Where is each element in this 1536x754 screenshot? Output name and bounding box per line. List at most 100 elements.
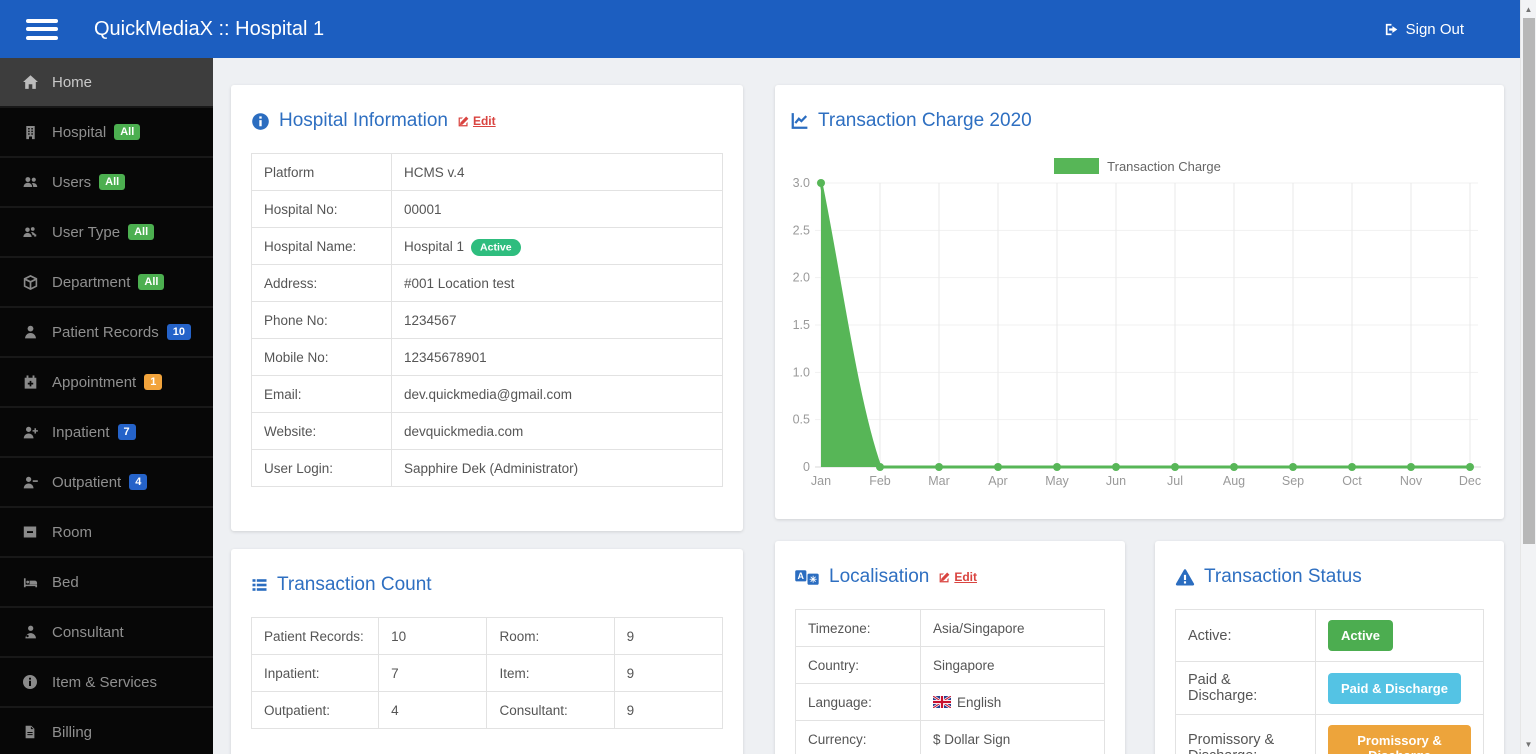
sidebar-item-inpatient[interactable]: Inpatient 7: [0, 408, 213, 456]
table-row: Mobile No: 12345678901: [251, 338, 723, 376]
card-title: Transaction Charge 2020: [818, 110, 1032, 131]
department-icon: [19, 274, 41, 291]
row-value: 9: [613, 654, 724, 692]
table-row: Paid & Discharge: Paid & Discharge: [1175, 661, 1484, 715]
row-label: Hospital Name:: [251, 227, 392, 265]
sidebar-item-billing[interactable]: Billing: [0, 708, 213, 754]
billing-icon: [19, 724, 41, 740]
sign-out-button[interactable]: Sign Out: [1383, 21, 1464, 38]
svg-text:0.5: 0.5: [793, 413, 810, 427]
edit-icon: [938, 571, 951, 584]
row-value: Hospital 1 Active: [391, 227, 723, 265]
svg-text:Mar: Mar: [928, 474, 950, 488]
table-row: Timezone: Asia/Singapore: [795, 609, 1105, 647]
table-row: Patient Records: 10 Room: 9: [250, 617, 724, 655]
room-icon: [19, 524, 41, 540]
table-row: Country: Singapore: [795, 646, 1105, 684]
transaction-count-card: Transaction Count Patient Records: 10 Room…: [231, 549, 743, 754]
svg-text:Jun: Jun: [1106, 474, 1126, 488]
svg-text:Oct: Oct: [1342, 474, 1362, 488]
sidebar-item-bed[interactable]: Bed: [0, 558, 213, 606]
sidebar-item-room[interactable]: Room: [0, 508, 213, 556]
promissory-discharge-button[interactable]: Promissory & Discharge: [1328, 725, 1471, 754]
sidebar-item-home[interactable]: Home: [0, 58, 213, 106]
sidebar-item-label: Billing: [52, 723, 93, 741]
row-value: 4: [378, 691, 488, 729]
sidebar-badge: All: [99, 173, 126, 191]
edit-hospital-info-link[interactable]: Edit: [457, 114, 496, 128]
top-navbar: QuickMediaX :: Hospital 1 Sign Out: [0, 0, 1520, 58]
svg-text:1.0: 1.0: [793, 365, 810, 379]
row-value: 7: [378, 654, 488, 692]
paid-discharge-button[interactable]: Paid & Discharge: [1328, 672, 1461, 704]
row-value: 00001: [391, 190, 723, 228]
row-label: Mobile No:: [251, 338, 392, 376]
sidebar-item-label: Bed: [52, 573, 79, 591]
row-label: Outpatient:: [250, 691, 380, 729]
svg-text:A: A: [798, 570, 805, 580]
scrollbar-down-arrow-icon[interactable]: ▼: [1524, 740, 1533, 749]
scrollbar-thumb[interactable]: [1523, 18, 1535, 544]
sidebar-item-label: Patient Records: [52, 323, 159, 341]
appointment-icon: [19, 374, 41, 390]
edit-localisation-link[interactable]: Edit: [938, 570, 977, 584]
chart-legend: Transaction Charge: [790, 158, 1485, 174]
sidebar-item-label: Item & Services: [52, 673, 158, 691]
row-value: English: [920, 683, 1105, 721]
svg-text:2.5: 2.5: [793, 223, 810, 237]
row-value: 1234567: [391, 301, 723, 339]
table-row: Active: Active: [1175, 609, 1484, 662]
row-label: Email:: [251, 375, 392, 413]
row-value: Sapphire Dek (Administrator): [391, 449, 723, 487]
hospital-icon: [19, 124, 41, 141]
sidebar-item-outpatient[interactable]: Outpatient 4: [0, 458, 213, 506]
row-value: HCMS v.4: [391, 153, 723, 191]
sidebar-item-label: User Type: [52, 223, 121, 241]
sidebar: Home Hospital All Users All User Type All Depar…: [0, 58, 213, 754]
row-label: Timezone:: [795, 609, 921, 647]
sidebar-item-label: Room: [52, 523, 93, 541]
row-label: Promissory & Discharge:: [1175, 714, 1316, 754]
table-row: Email: dev.quickmedia@gmail.com: [251, 375, 723, 413]
row-label: Item:: [486, 654, 615, 692]
sidebar-item-hospital[interactable]: Hospital All: [0, 108, 213, 156]
scrollbar-up-arrow-icon[interactable]: ▲: [1524, 5, 1533, 14]
svg-text:Feb: Feb: [869, 474, 891, 488]
svg-text:Aug: Aug: [1223, 474, 1245, 488]
card-title: Localisation: [829, 566, 930, 587]
sidebar-item-item-services[interactable]: Item & Services: [0, 658, 213, 706]
menu-toggle-icon[interactable]: [26, 14, 58, 44]
transaction-charge-chart: 0 0.5 1.0 1.5 2.0 2.5 3.0 Jan Feb Mar Apr May Jun Jul…: [793, 176, 1482, 488]
active-button[interactable]: Active: [1328, 620, 1394, 651]
vertical-scrollbar[interactable]: ▲ ▼: [1520, 0, 1536, 754]
table-row: User Login: Sapphire Dek (Administrator): [251, 449, 723, 487]
svg-text:3.0: 3.0: [793, 178, 810, 190]
home-icon: [19, 74, 41, 91]
warning-triangle-icon: [1175, 568, 1195, 587]
user-type-icon: [19, 225, 41, 240]
sidebar-item-user-type[interactable]: User Type All: [0, 208, 213, 256]
sidebar-item-department[interactable]: Department All: [0, 258, 213, 306]
sidebar-item-label: Consultant: [52, 623, 124, 641]
svg-text:0: 0: [803, 460, 810, 474]
transaction-count-table: Patient Records: 10 Room: 9 Inpatient: 7 Item:…: [250, 617, 724, 729]
sign-out-icon: [1383, 22, 1399, 37]
main-content: Hospital Information Edit Platform HCMS v…: [213, 58, 1520, 754]
chart-line-icon: [790, 112, 809, 130]
svg-text:Apr: Apr: [988, 474, 1007, 488]
sidebar-item-patient-records[interactable]: Patient Records 10: [0, 308, 213, 356]
table-row: Website: devquickmedia.com: [251, 412, 723, 450]
sidebar-item-users[interactable]: Users All: [0, 158, 213, 206]
sidebar-badge: All: [114, 123, 141, 141]
svg-text:2.0: 2.0: [793, 271, 810, 285]
sidebar-item-appointment[interactable]: Appointment 1: [0, 358, 213, 406]
row-label: Website:: [251, 412, 392, 450]
sidebar-item-consultant[interactable]: Consultant: [0, 608, 213, 656]
sidebar-badge: All: [138, 273, 165, 291]
row-label: Platform: [251, 153, 392, 191]
info-circle-icon: [251, 112, 270, 131]
sidebar-badge: All: [128, 223, 155, 241]
row-label: Hospital No:: [251, 190, 392, 228]
transaction-status-card: Transaction Status Active: Active Paid & D…: [1155, 541, 1504, 754]
inpatient-icon: [19, 425, 41, 440]
